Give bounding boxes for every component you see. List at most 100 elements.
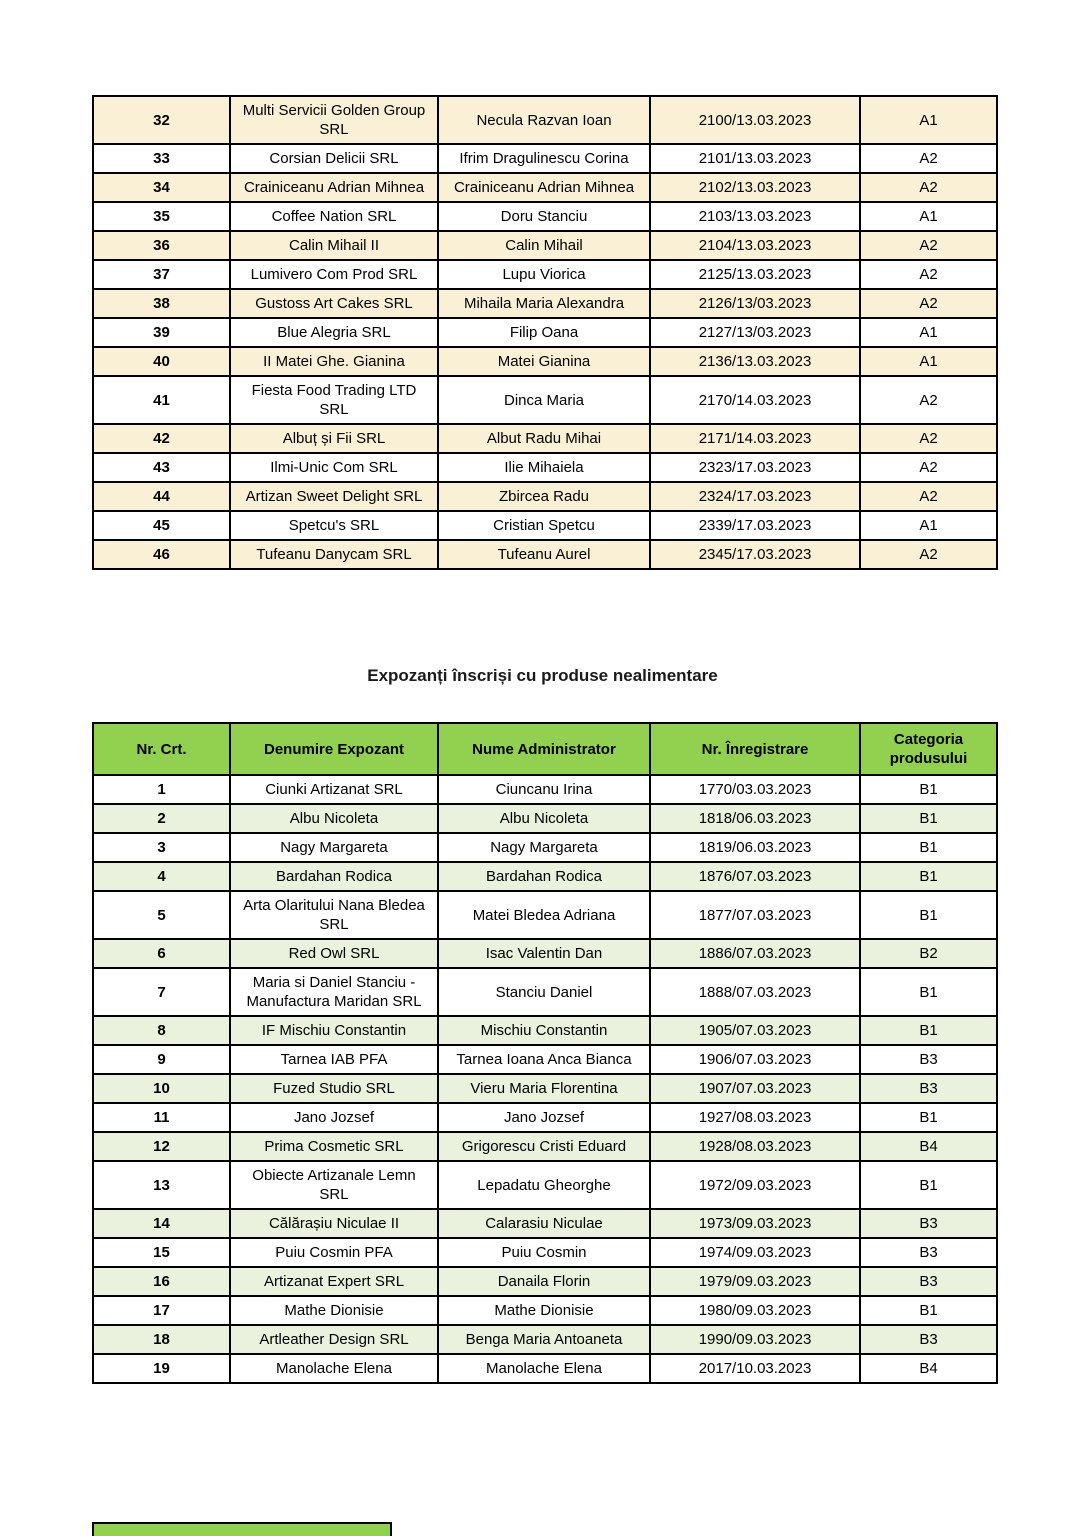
table-nonfood-cell-categoria: B3: [859, 1324, 998, 1355]
table-row: 32 Multi Servicii Golden Group SRL Necula …: [92, 95, 998, 145]
table-nonfood-cell-expozant: Fuzed Studio SRL: [229, 1073, 439, 1104]
table-nonfood-cell-expozant: IF Mischiu Constantin: [229, 1015, 439, 1046]
table-food-cell-inregistrare: 2170/14.03.2023: [649, 375, 861, 425]
table-nonfood-cell-categoria: B1: [859, 1295, 998, 1326]
table-nonfood-cell-expozant: Mathe Dionisie: [229, 1295, 439, 1326]
table-food-cell-nr: 35: [92, 201, 231, 232]
table-nonfood-cell-categoria: B3: [859, 1073, 998, 1104]
table-nonfood-cell-categoria: B1: [859, 774, 998, 805]
table-nonfood-cell-categoria: B1: [859, 803, 998, 834]
table-row: 38 Gustoss Art Cakes SRL Mihaila Maria Ale…: [92, 288, 998, 319]
table-food-cell-inregistrare: 2125/13.03.2023: [649, 259, 861, 290]
table-nonfood-cell-inregistrare: 1973/09.03.2023: [649, 1208, 861, 1239]
table-food-cell-administrator: Doru Stanciu: [437, 201, 651, 232]
table-nonfood-cell-inregistrare: 1888/07.03.2023: [649, 967, 861, 1017]
table-row: 19 Manolache Elena Manolache Elena 2017/10.…: [92, 1353, 998, 1384]
table-nonfood-cell-administrator: Matei Bledea Adriana: [437, 890, 651, 940]
table-nonfood-cell-nr: 15: [92, 1237, 231, 1268]
table-row: 40 II Matei Ghe. Gianina Matei Gianina 2136…: [92, 346, 998, 377]
table-food-cell-expozant: Multi Servicii Golden Group SRL: [229, 95, 439, 145]
table-food-cell-nr: 38: [92, 288, 231, 319]
table-nonfood-cell-expozant: Artizanat Expert SRL: [229, 1266, 439, 1297]
table-row: 46 Tufeanu Danycam SRL Tufeanu Aurel 2345/1…: [92, 539, 998, 570]
table-nonfood-cell-categoria: B3: [859, 1044, 998, 1075]
table-row: 8 IF Mischiu Constantin Mischiu Constantin…: [92, 1015, 998, 1046]
table-nonfood-cell-administrator: Calarasiu Niculae: [437, 1208, 651, 1239]
table-nonfood-cell-inregistrare: 1886/07.03.2023: [649, 938, 861, 969]
table-food-cell-categoria: A2: [859, 143, 998, 174]
table-food-cell-inregistrare: 2103/13.03.2023: [649, 201, 861, 232]
table-nonfood-cell-expozant: Ciunki Artizanat SRL: [229, 774, 439, 805]
table-nonfood-cell-categoria: B1: [859, 832, 998, 863]
table-row: 3 Nagy Margareta Nagy Margareta 1819/06.03.…: [92, 832, 998, 863]
table-food-cell-categoria: A2: [859, 230, 998, 261]
table-food-cell-categoria: A1: [859, 317, 998, 348]
table-nonfood-cell-administrator: Manolache Elena: [437, 1353, 651, 1384]
table-nonfood-cell-expozant: Manolache Elena: [229, 1353, 439, 1384]
table-nonfood-cell-expozant: Nagy Margareta: [229, 832, 439, 863]
table-food-cell-administrator: Calin Mihail: [437, 230, 651, 261]
table-food-cell-inregistrare: 2127/13/03.2023: [649, 317, 861, 348]
table-food-cell-expozant: Calin Mihail II: [229, 230, 439, 261]
table-row: 15 Puiu Cosmin PFA Puiu Cosmin 1974/09.03.2…: [92, 1237, 998, 1268]
table-nonfood-cell-inregistrare: 1979/09.03.2023: [649, 1266, 861, 1297]
table-nonfood-cell-categoria: B2: [859, 938, 998, 969]
column-header-denumire-expozant: Denumire Expozant: [229, 722, 439, 776]
table-row: 37 Lumivero Com Prod SRL Lupu Viorica 2125/…: [92, 259, 998, 290]
table-food-cell-expozant: Fiesta Food Trading LTD SRL: [229, 375, 439, 425]
table-food-cell-categoria: A1: [859, 510, 998, 541]
table-nonfood-cell-inregistrare: 2017/10.03.2023: [649, 1353, 861, 1384]
table-food-cell-categoria: A2: [859, 288, 998, 319]
table-row: 44 Artizan Sweet Delight SRL Zbircea Radu 2…: [92, 481, 998, 512]
table-food-cell-expozant: Corsian Delicii SRL: [229, 143, 439, 174]
table-row: 11 Jano Jozsef Jano Jozsef 1927/08.03.2023 B…: [92, 1102, 998, 1133]
table-food-cell-administrator: Albut Radu Mihai: [437, 423, 651, 454]
table-nonfood-cell-categoria: B1: [859, 967, 998, 1017]
table-row: 33 Corsian Delicii SRL Ifrim Dragulinescu …: [92, 143, 998, 174]
table-food-cell-nr: 33: [92, 143, 231, 174]
table-row: 41 Fiesta Food Trading LTD SRL Dinca Maria…: [92, 375, 998, 425]
table-food-cell-administrator: Mihaila Maria Alexandra: [437, 288, 651, 319]
table-food-cell-categoria: A2: [859, 259, 998, 290]
table-food-cell-inregistrare: 2324/17.03.2023: [649, 481, 861, 512]
table-nonfood-cell-inregistrare: 1906/07.03.2023: [649, 1044, 861, 1075]
header-row: Nr. Crt. Denumire Expozant Nume Administ…: [92, 722, 998, 776]
table-food-cell-categoria: A2: [859, 375, 998, 425]
nonfood-products-table: Nr. Crt. Denumire Expozant Nume Administ…: [92, 722, 998, 1384]
table-row: 6 Red Owl SRL Isac Valentin Dan 1886/07.03.…: [92, 938, 998, 969]
table-nonfood-cell-categoria: B1: [859, 1102, 998, 1133]
table-nonfood-cell-nr: 19: [92, 1353, 231, 1384]
food-products-table: 32 Multi Servicii Golden Group SRL Necula …: [92, 95, 998, 570]
table-food-cell-categoria: A2: [859, 452, 998, 483]
table-food-cell-expozant: Coffee Nation SRL: [229, 201, 439, 232]
table-nonfood-cell-nr: 3: [92, 832, 231, 863]
nonfood-table-header: Nr. Crt. Denumire Expozant Nume Administ…: [92, 722, 998, 776]
table-food-cell-administrator: Lupu Viorica: [437, 259, 651, 290]
table-nonfood-cell-expozant: Artleather Design SRL: [229, 1324, 439, 1355]
table-nonfood-cell-categoria: B1: [859, 890, 998, 940]
table-food-cell-inregistrare: 2171/14.03.2023: [649, 423, 861, 454]
table-nonfood-cell-inregistrare: 1876/07.03.2023: [649, 861, 861, 892]
table-nonfood-cell-nr: 14: [92, 1208, 231, 1239]
table-nonfood-cell-administrator: Puiu Cosmin: [437, 1237, 651, 1268]
table-row: 42 Albuț și Fii SRL Albut Radu Mihai 2171/1…: [92, 423, 998, 454]
table-row: 10 Fuzed Studio SRL Vieru Maria Florentina…: [92, 1073, 998, 1104]
table-nonfood-cell-administrator: Bardahan Rodica: [437, 861, 651, 892]
table-nonfood-cell-categoria: B3: [859, 1208, 998, 1239]
table-food-cell-expozant: Artizan Sweet Delight SRL: [229, 481, 439, 512]
table-nonfood-cell-administrator: Mathe Dionisie: [437, 1295, 651, 1326]
table-food-cell-expozant: Tufeanu Danycam SRL: [229, 539, 439, 570]
table-food-cell-inregistrare: 2126/13/03.2023: [649, 288, 861, 319]
table-food-cell-categoria: A2: [859, 481, 998, 512]
table-row: 13 Obiecte Artizanale Lemn SRL Lepadatu Gh…: [92, 1160, 998, 1210]
table-row: 4 Bardahan Rodica Bardahan Rodica 1876/07.0…: [92, 861, 998, 892]
table-food-cell-expozant: Ilmi-Unic Com SRL: [229, 452, 439, 483]
column-header-nr-inregistrare: Nr. Înregistrare: [649, 722, 861, 776]
table-food-cell-inregistrare: 2339/17.03.2023: [649, 510, 861, 541]
table-food-cell-administrator: Cristian Spetcu: [437, 510, 651, 541]
table-nonfood-cell-administrator: Isac Valentin Dan: [437, 938, 651, 969]
table-nonfood-cell-expozant: Maria si Daniel Stanciu - Manufactura Ma…: [229, 967, 439, 1017]
table-nonfood-cell-nr: 18: [92, 1324, 231, 1355]
table-food-cell-inregistrare: 2136/13.03.2023: [649, 346, 861, 377]
table-nonfood-cell-administrator: Albu Nicoleta: [437, 803, 651, 834]
